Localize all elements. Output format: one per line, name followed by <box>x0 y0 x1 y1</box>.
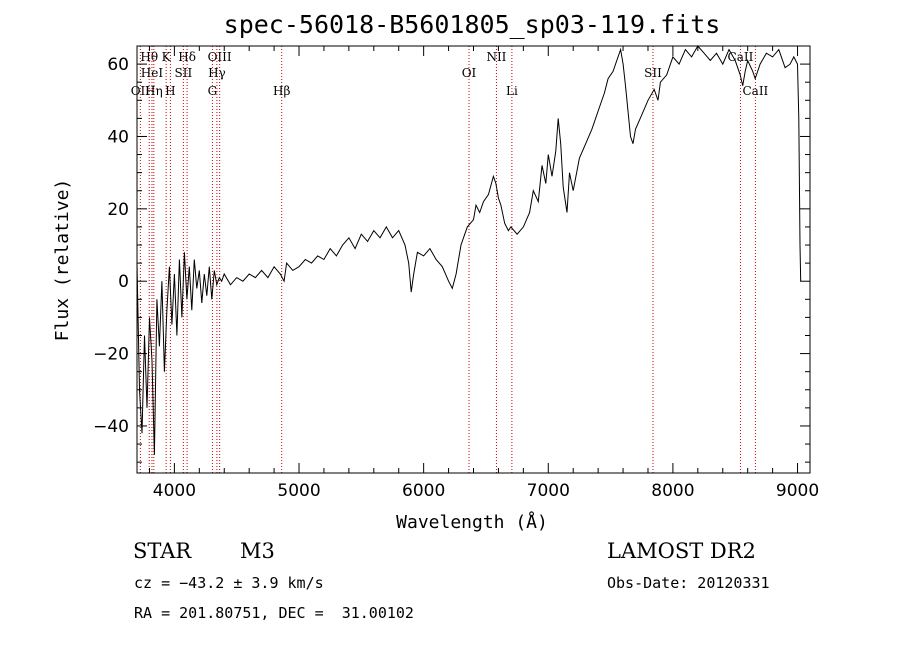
line-marker-label: OIII <box>208 50 232 64</box>
x-tick-label: 8000 <box>651 481 694 501</box>
y-tick-label: 0 <box>118 272 129 292</box>
survey-name: LAMOST DR2 <box>607 539 756 563</box>
object-subclass: M3 <box>240 539 275 563</box>
line-marker-label: Hβ <box>273 84 290 98</box>
line-marker-label: K <box>162 50 172 64</box>
x-axis-label: Wavelength (Å) <box>396 511 548 533</box>
y-tick-label: 60 <box>107 55 129 75</box>
line-marker-label: OI <box>462 66 477 80</box>
redshift-cz: cz = −43.2 ± 3.9 km/s <box>134 574 324 592</box>
line-marker-label: Hθ <box>140 50 158 64</box>
line-marker-label: HeI <box>141 66 164 80</box>
y-tick-label: −40 <box>93 417 129 437</box>
x-axis: 4000 5000 6000 7000 8000 9000 <box>148 46 819 501</box>
line-marker-label: SII <box>644 66 662 80</box>
line-marker-label: Li <box>506 84 518 98</box>
y-tick-label: −20 <box>93 345 129 365</box>
y-tick-label: 20 <box>107 200 129 220</box>
x-tick-label: 7000 <box>527 481 570 501</box>
line-marker-label: OII <box>131 84 151 98</box>
chart-title: spec-56018-B5601805_sp03-119.fits <box>224 10 721 39</box>
ra-dec-coordinates: RA = 201.80751, DEC = 31.00102 <box>134 604 414 622</box>
x-tick-label: 9000 <box>776 481 819 501</box>
y-tick-label: 40 <box>107 127 129 147</box>
line-marker-label: CaII <box>728 50 754 64</box>
line-marker-label: G <box>208 84 218 98</box>
y-axis: −40 −20 0 20 40 60 <box>93 55 810 463</box>
observation-date: Obs-Date: 20120331 <box>607 574 770 592</box>
line-marker-label: H <box>165 84 175 98</box>
x-tick-label: 5000 <box>277 481 320 501</box>
line-marker-label: NII <box>486 50 506 64</box>
plot-frame <box>136 45 811 474</box>
y-axis-label: Flux (relative) <box>52 179 73 342</box>
object-class: STAR <box>133 539 192 563</box>
line-marker-label: Hδ <box>178 50 196 64</box>
line-marker-label: SII <box>175 66 193 80</box>
x-tick-label: 4000 <box>153 481 196 501</box>
line-marker-label: Hγ <box>208 66 226 80</box>
line-marker-label: CaII <box>742 84 768 98</box>
spectrum-series-line <box>136 45 802 455</box>
x-tick-label: 6000 <box>402 481 445 501</box>
line-marker-label: Hη <box>145 84 163 98</box>
